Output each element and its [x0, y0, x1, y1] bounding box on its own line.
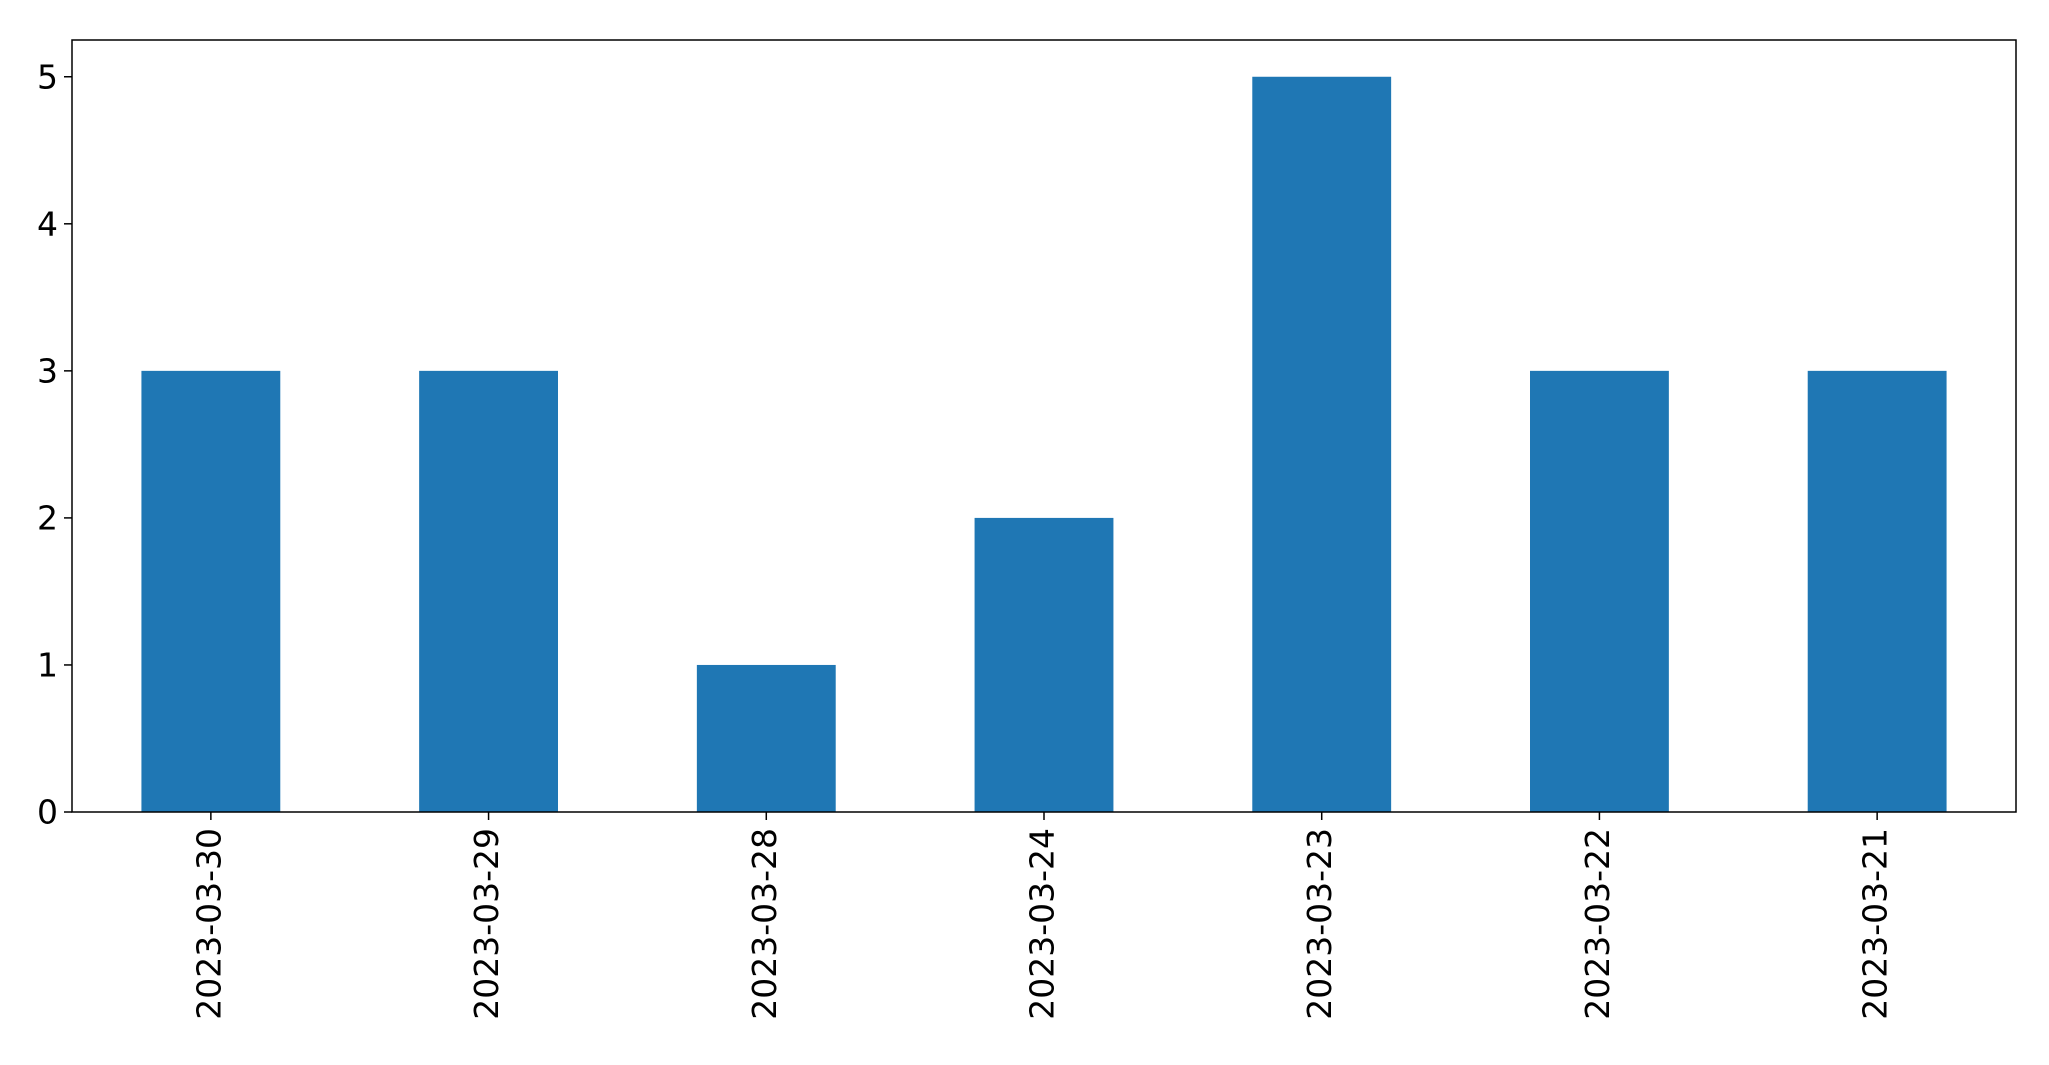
y-tick-label: 2 [37, 498, 58, 537]
bar-2023-03-24 [974, 517, 1114, 812]
x-tick-label: 2023-03-24 [1023, 828, 1062, 1020]
x-tick-label: 2023-03-29 [467, 828, 506, 1020]
y-tick-label: 0 [37, 793, 58, 832]
bar-2023-03-21 [1807, 370, 1947, 812]
bars-layer [141, 76, 1947, 812]
bar-2023-03-30 [141, 370, 281, 812]
plot-frame [71, 39, 2017, 813]
y-tick-label: 1 [37, 645, 58, 684]
bar-2023-03-29 [419, 370, 558, 812]
y-tick-label: 3 [37, 351, 58, 390]
x-tick-label: 2023-03-21 [1856, 828, 1895, 1020]
bar-2023-03-22 [1530, 370, 1669, 812]
bar-2023-03-23 [1252, 76, 1392, 812]
y-tick-label: 4 [37, 204, 58, 243]
x-tick-label: 2023-03-23 [1300, 828, 1339, 1020]
x-axis-ticks: 2023-03-30 2023-03-29 2023-03-28 2023-03-24… [189, 812, 1895, 1020]
x-tick-label: 2023-03-28 [745, 828, 784, 1020]
x-tick-label: 2023-03-22 [1578, 828, 1617, 1020]
bar-2023-03-28 [696, 664, 836, 812]
x-tick-label: 2023-03-30 [189, 828, 228, 1020]
y-tick-label: 5 [37, 57, 58, 96]
y-axis-ticks: 0 1 2 3 4 5 [37, 57, 72, 832]
